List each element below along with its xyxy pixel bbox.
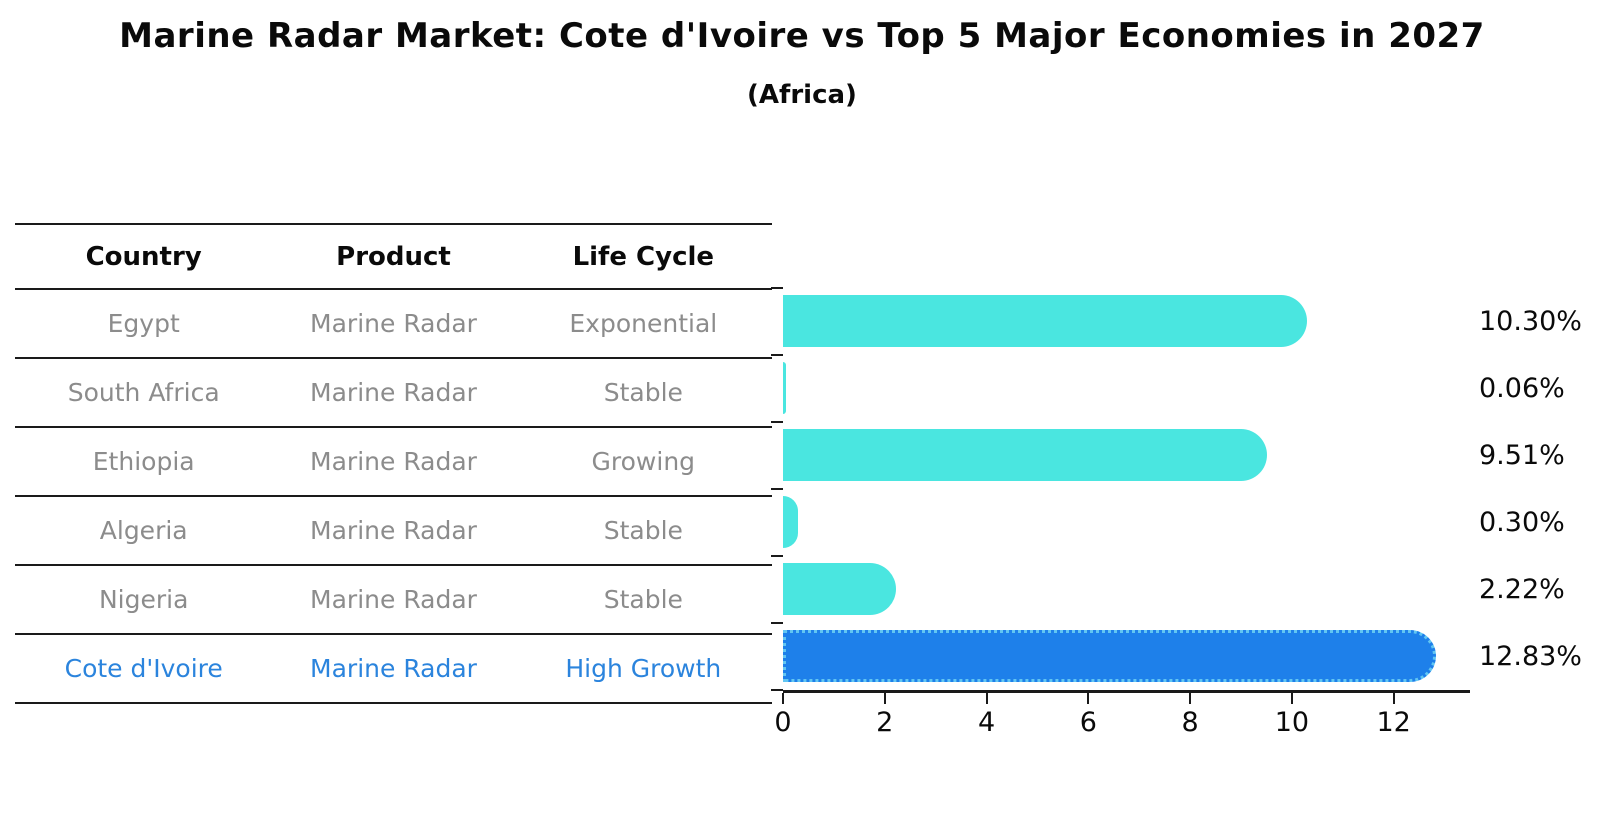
bar-algeria bbox=[783, 496, 799, 548]
cell-country: South Africa bbox=[67, 378, 220, 407]
y-axis-tick bbox=[771, 287, 783, 289]
bar-row bbox=[783, 623, 1470, 690]
value-label-column: 10.30% 0.06% 9.51% 0.30% 2.22% 12.83% bbox=[1479, 288, 1599, 690]
x-axis-tick bbox=[1392, 693, 1395, 704]
y-axis-tick bbox=[771, 689, 783, 691]
x-axis-tick bbox=[1087, 693, 1090, 704]
cell-life-cycle: High Growth bbox=[565, 654, 722, 683]
x-axis-tick bbox=[883, 693, 886, 704]
value-label-algeria: 0.30% bbox=[1479, 507, 1565, 538]
cell-country: Nigeria bbox=[98, 585, 189, 614]
cell-life-cycle: Stable bbox=[603, 516, 683, 545]
y-axis-tick bbox=[771, 488, 783, 490]
bar-nigeria bbox=[783, 563, 896, 615]
table-row: Egypt Marine Radar Exponential bbox=[15, 290, 772, 359]
cell-life-cycle: Stable bbox=[603, 378, 683, 407]
x-axis: 0 2 4 6 8 10 12 bbox=[774, 690, 1470, 741]
bar-egypt bbox=[783, 295, 1308, 347]
column-header-country: Country bbox=[85, 241, 202, 272]
y-axis-tick bbox=[771, 622, 783, 624]
comparison-table: Country Product Life Cycle Egypt Marine … bbox=[15, 223, 772, 704]
value-label-nigeria: 2.22% bbox=[1479, 574, 1565, 605]
x-axis-tick-label: 2 bbox=[876, 707, 894, 738]
x-axis-tick bbox=[985, 693, 988, 704]
value-label-south-africa: 0.06% bbox=[1479, 373, 1565, 404]
cell-product: Marine Radar bbox=[310, 585, 477, 614]
x-axis-tick-label: 6 bbox=[1079, 707, 1097, 738]
bar-row bbox=[783, 489, 1470, 556]
value-label-egypt: 10.30% bbox=[1479, 306, 1582, 337]
cell-life-cycle: Exponential bbox=[569, 309, 718, 338]
cell-product: Marine Radar bbox=[310, 378, 477, 407]
table-row: Cote d'Ivoire Marine Radar High Growth bbox=[15, 635, 772, 704]
column-header-life-cycle: Life Cycle bbox=[572, 241, 715, 272]
bar-row bbox=[783, 422, 1470, 489]
value-label-cote-divoire: 12.83% bbox=[1479, 641, 1582, 672]
x-axis-tick-label: 4 bbox=[977, 707, 996, 738]
table-row: Ethiopia Marine Radar Growing bbox=[15, 428, 772, 497]
cell-country: Cote d'Ivoire bbox=[64, 654, 223, 683]
cell-life-cycle: Growing bbox=[591, 447, 696, 476]
bar-south-africa bbox=[783, 362, 787, 414]
cell-life-cycle: Stable bbox=[603, 585, 683, 614]
cell-country: Ethiopia bbox=[92, 447, 195, 476]
cell-product: Marine Radar bbox=[310, 447, 477, 476]
x-axis-tick-label: 0 bbox=[774, 707, 792, 738]
bar-row bbox=[783, 355, 1470, 422]
column-header-product: Product bbox=[336, 241, 451, 272]
cell-product: Marine Radar bbox=[310, 309, 477, 338]
bar-chart-plot-area bbox=[771, 287, 1470, 691]
table-row: Nigeria Marine Radar Stable bbox=[15, 566, 772, 635]
bar-row bbox=[783, 556, 1470, 623]
x-axis-tick bbox=[782, 693, 784, 704]
x-axis-tick bbox=[1189, 693, 1192, 704]
y-axis-tick bbox=[771, 555, 783, 557]
bar-cote-divoire bbox=[783, 630, 1436, 682]
y-axis-tick bbox=[771, 421, 783, 423]
x-axis-tick-label: 8 bbox=[1181, 707, 1199, 738]
chart-subtitle: (Africa) bbox=[747, 80, 857, 110]
y-axis-tick bbox=[771, 354, 783, 356]
table-row: Algeria Marine Radar Stable bbox=[15, 497, 772, 566]
value-label-ethiopia: 9.51% bbox=[1479, 440, 1565, 471]
cell-country: Algeria bbox=[99, 516, 188, 545]
cell-product: Marine Radar bbox=[310, 654, 477, 683]
table-header-row: Country Product Life Cycle bbox=[15, 225, 772, 290]
table-row: South Africa Marine Radar Stable bbox=[15, 359, 772, 428]
chart-title: Marine Radar Market: Cote d'Ivoire vs To… bbox=[119, 16, 1485, 56]
x-axis-tick-label: 12 bbox=[1376, 707, 1411, 738]
bar-row bbox=[783, 288, 1470, 355]
x-axis-tick bbox=[1290, 693, 1293, 704]
cell-country: Egypt bbox=[107, 309, 180, 338]
x-axis-tick-label: 10 bbox=[1274, 707, 1310, 738]
cell-product: Marine Radar bbox=[310, 516, 477, 545]
bar-ethiopia bbox=[783, 429, 1267, 481]
